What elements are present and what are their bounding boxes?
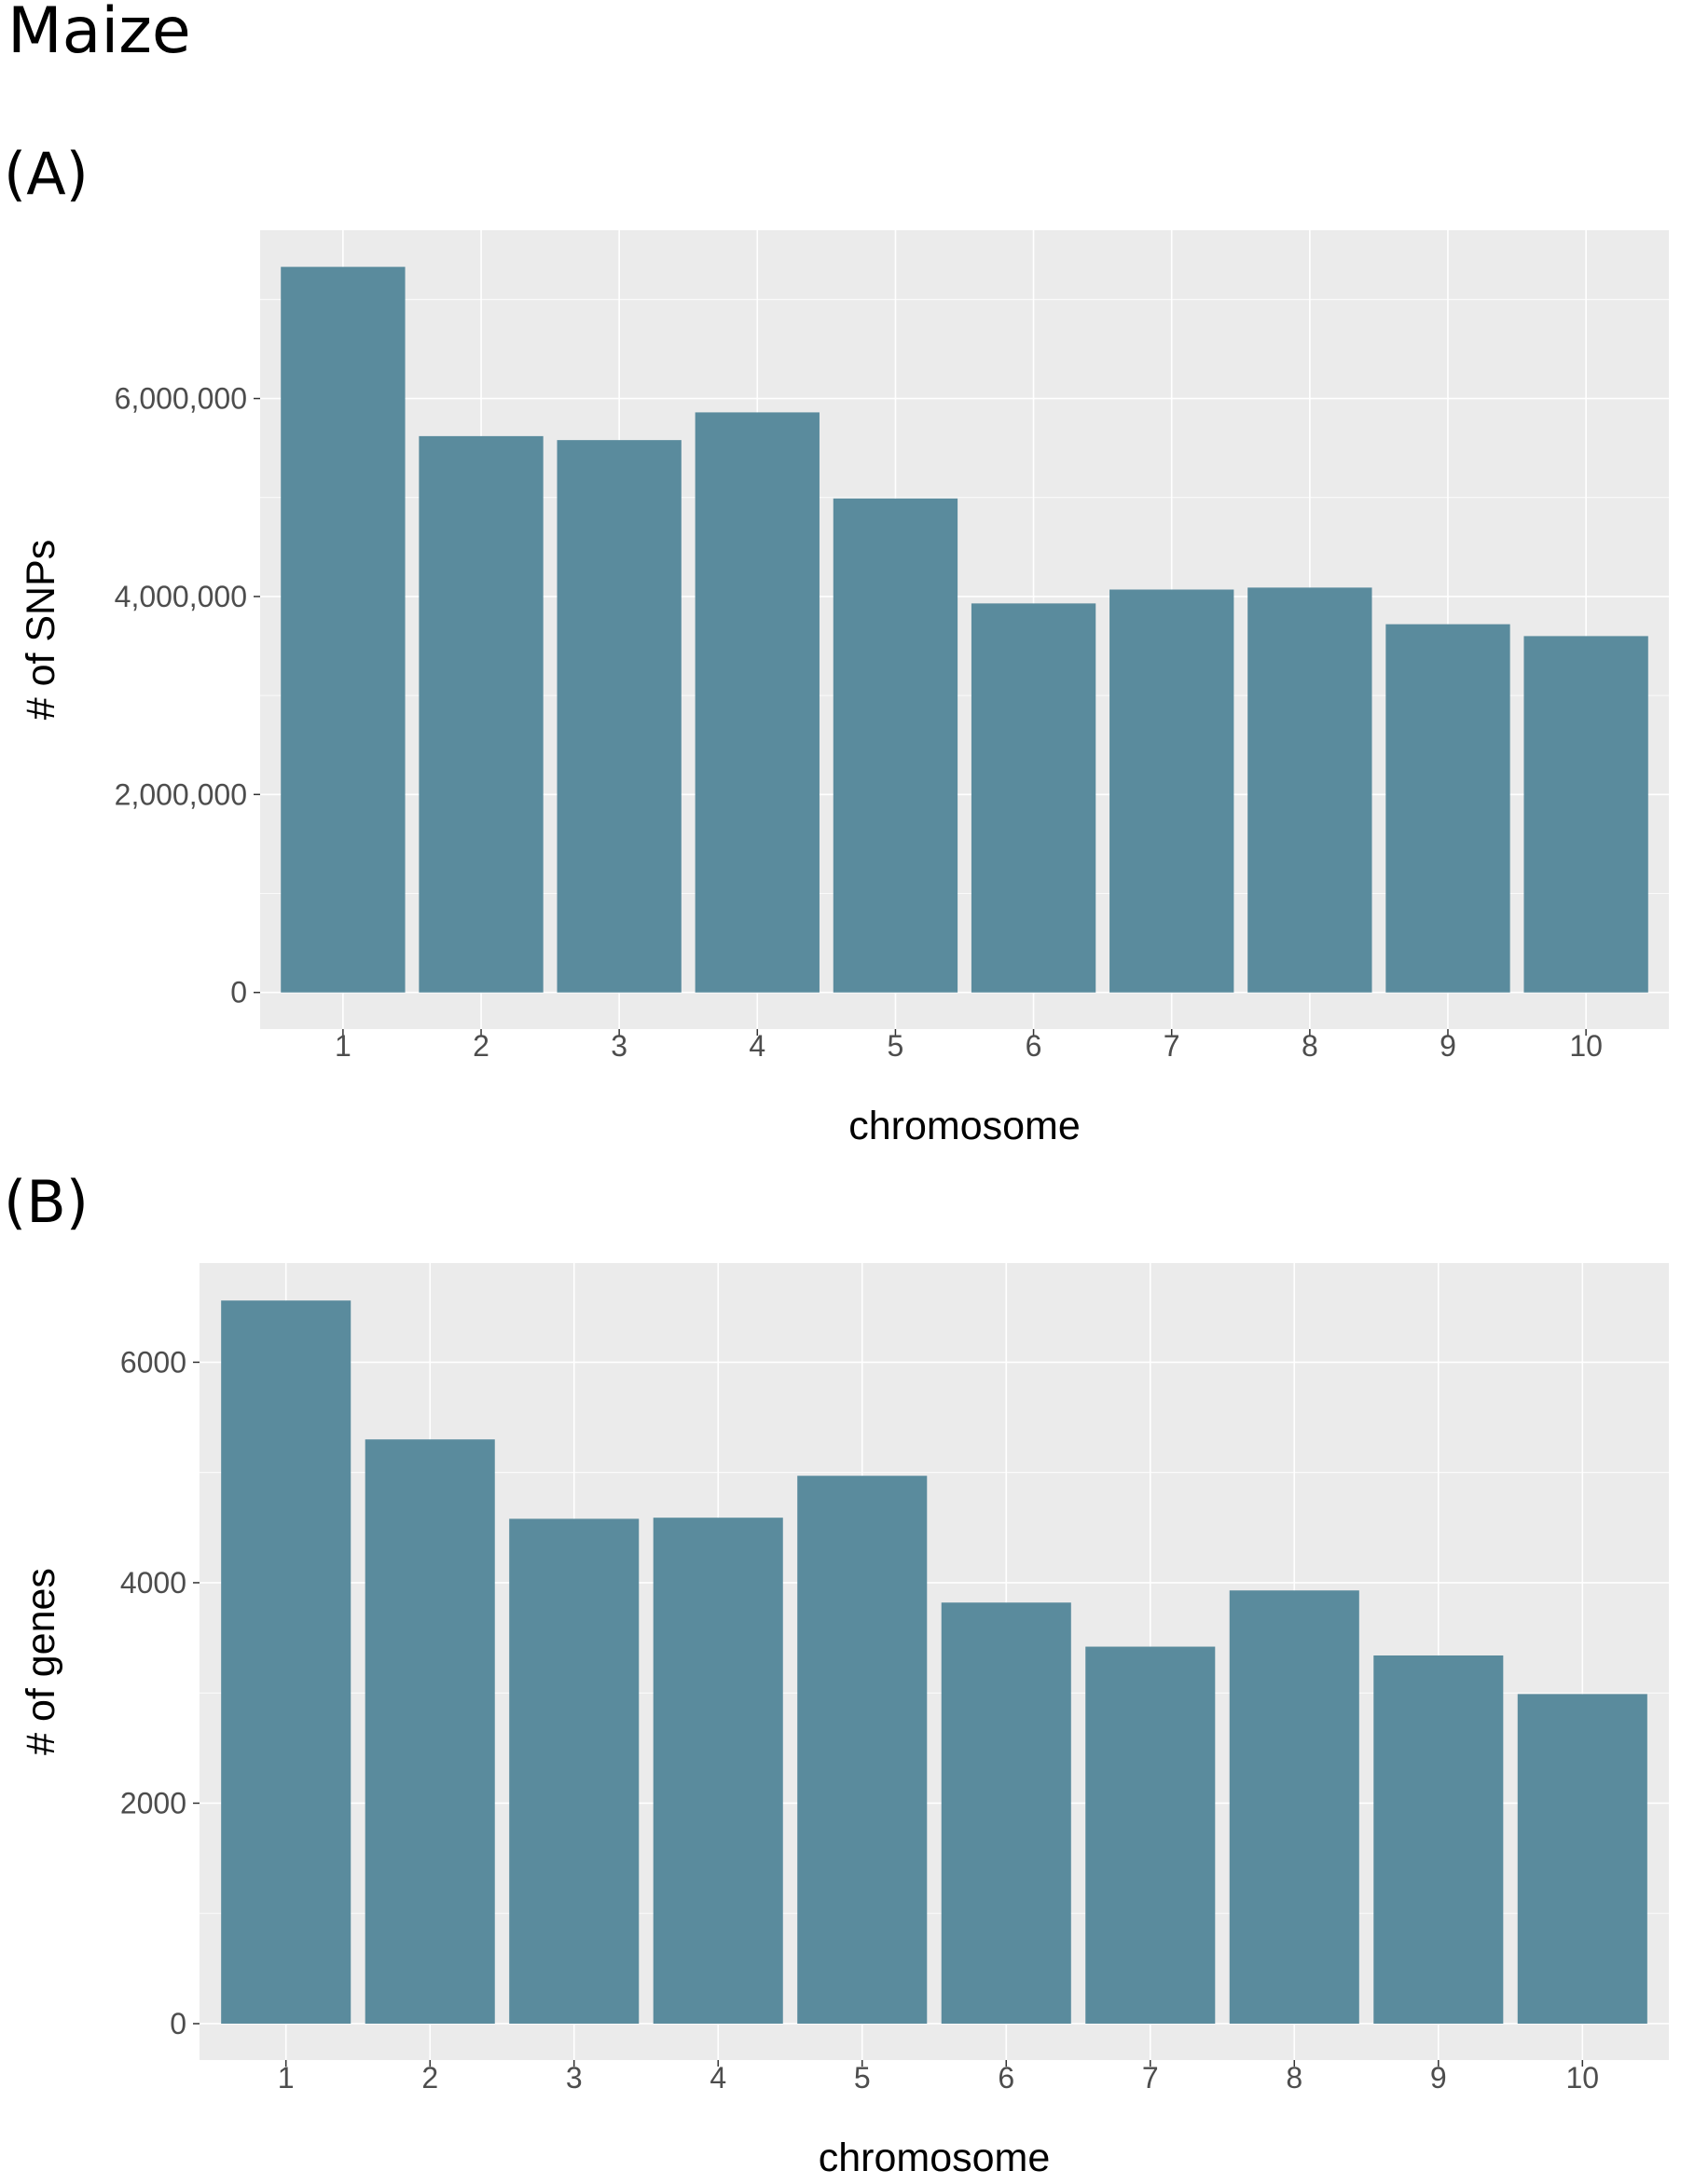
x-tick-label: 5 — [854, 2061, 871, 2095]
y-tick-label: 2,000,000 — [115, 777, 247, 811]
x-tick-label: 9 — [1440, 1029, 1456, 1063]
y-tick-label: 6,000,000 — [115, 382, 247, 416]
bar-chromosome-3 — [509, 1518, 640, 2024]
bar-chromosome-9 — [1385, 624, 1510, 993]
figure-title: Maize — [7, 0, 191, 68]
x-tick-label: 6 — [998, 2061, 1014, 2095]
x-tick-label: 4 — [710, 2061, 726, 2095]
bar-chromosome-10 — [1517, 1694, 1647, 2024]
chart-genes: 0 2000 4000 6000 1 2 3 4 5 6 7 8 9 10 chromosome # of g… — [19, 1263, 1669, 2180]
bar-chromosome-6 — [941, 1602, 1071, 2024]
panel-label-b: (B) — [4, 1168, 89, 1236]
bar-chromosome-1 — [221, 1300, 351, 2024]
chart-snps: 0 2,000,000 4,000,000 6,000,000 1 2 3 4 5 6 7 8 9 10 c… — [19, 230, 1669, 1148]
x-tick-label: 8 — [1286, 2061, 1302, 2095]
x-tick-label: 10 — [1569, 1029, 1603, 1063]
x-tick-label: 7 — [1164, 1029, 1180, 1063]
bar-chromosome-2 — [419, 435, 544, 993]
bar-chromosome-8 — [1229, 1590, 1359, 2024]
panel-label-a: (A) — [4, 140, 89, 208]
x-tick-label: 2 — [421, 2061, 438, 2095]
bar-chromosome-4 — [653, 1518, 783, 2024]
bar-chromosome-4 — [695, 412, 820, 993]
y-tick-label: 2000 — [120, 1786, 186, 1820]
x-axis-title: chromosome — [819, 2136, 1051, 2180]
y-tick-label: 4000 — [120, 1566, 186, 1600]
y-tick-label: 0 — [170, 2007, 186, 2040]
x-tick-label: 5 — [888, 1029, 904, 1063]
x-tick-label: 9 — [1430, 2061, 1447, 2095]
x-tick-label: 3 — [566, 2061, 583, 2095]
bar-chromosome-2 — [365, 1439, 495, 2024]
y-tick-label: 6000 — [120, 1345, 186, 1379]
y-axis-title: # of SNPs — [19, 540, 63, 721]
bar-chromosome-1 — [281, 267, 406, 993]
bar-chromosome-8 — [1247, 587, 1372, 993]
x-tick-label: 7 — [1142, 2061, 1159, 2095]
bar-chromosome-3 — [557, 440, 682, 993]
x-tick-label: 1 — [335, 1029, 351, 1063]
bar-chromosome-7 — [1085, 1646, 1216, 2024]
bar-chromosome-10 — [1523, 636, 1648, 993]
bar-chromosome-6 — [971, 603, 1096, 993]
bar-chromosome-5 — [833, 498, 958, 993]
x-tick-label: 6 — [1026, 1029, 1042, 1063]
bar-chromosome-9 — [1373, 1655, 1504, 2024]
bar-chromosome-7 — [1109, 589, 1234, 993]
x-tick-label: 10 — [1565, 2061, 1599, 2095]
x-tick-label: 4 — [749, 1029, 765, 1063]
x-tick-label: 8 — [1302, 1029, 1318, 1063]
y-tick-label: 0 — [230, 976, 247, 1010]
y-tick-label: 4,000,000 — [115, 580, 247, 613]
x-tick-label: 3 — [611, 1029, 627, 1063]
x-tick-label: 1 — [278, 2061, 295, 2095]
bar-chromosome-5 — [797, 1476, 928, 2024]
y-axis-title: # of genes — [19, 1568, 63, 1755]
x-axis-title: chromosome — [848, 1104, 1081, 1148]
x-tick-label: 2 — [473, 1029, 489, 1063]
